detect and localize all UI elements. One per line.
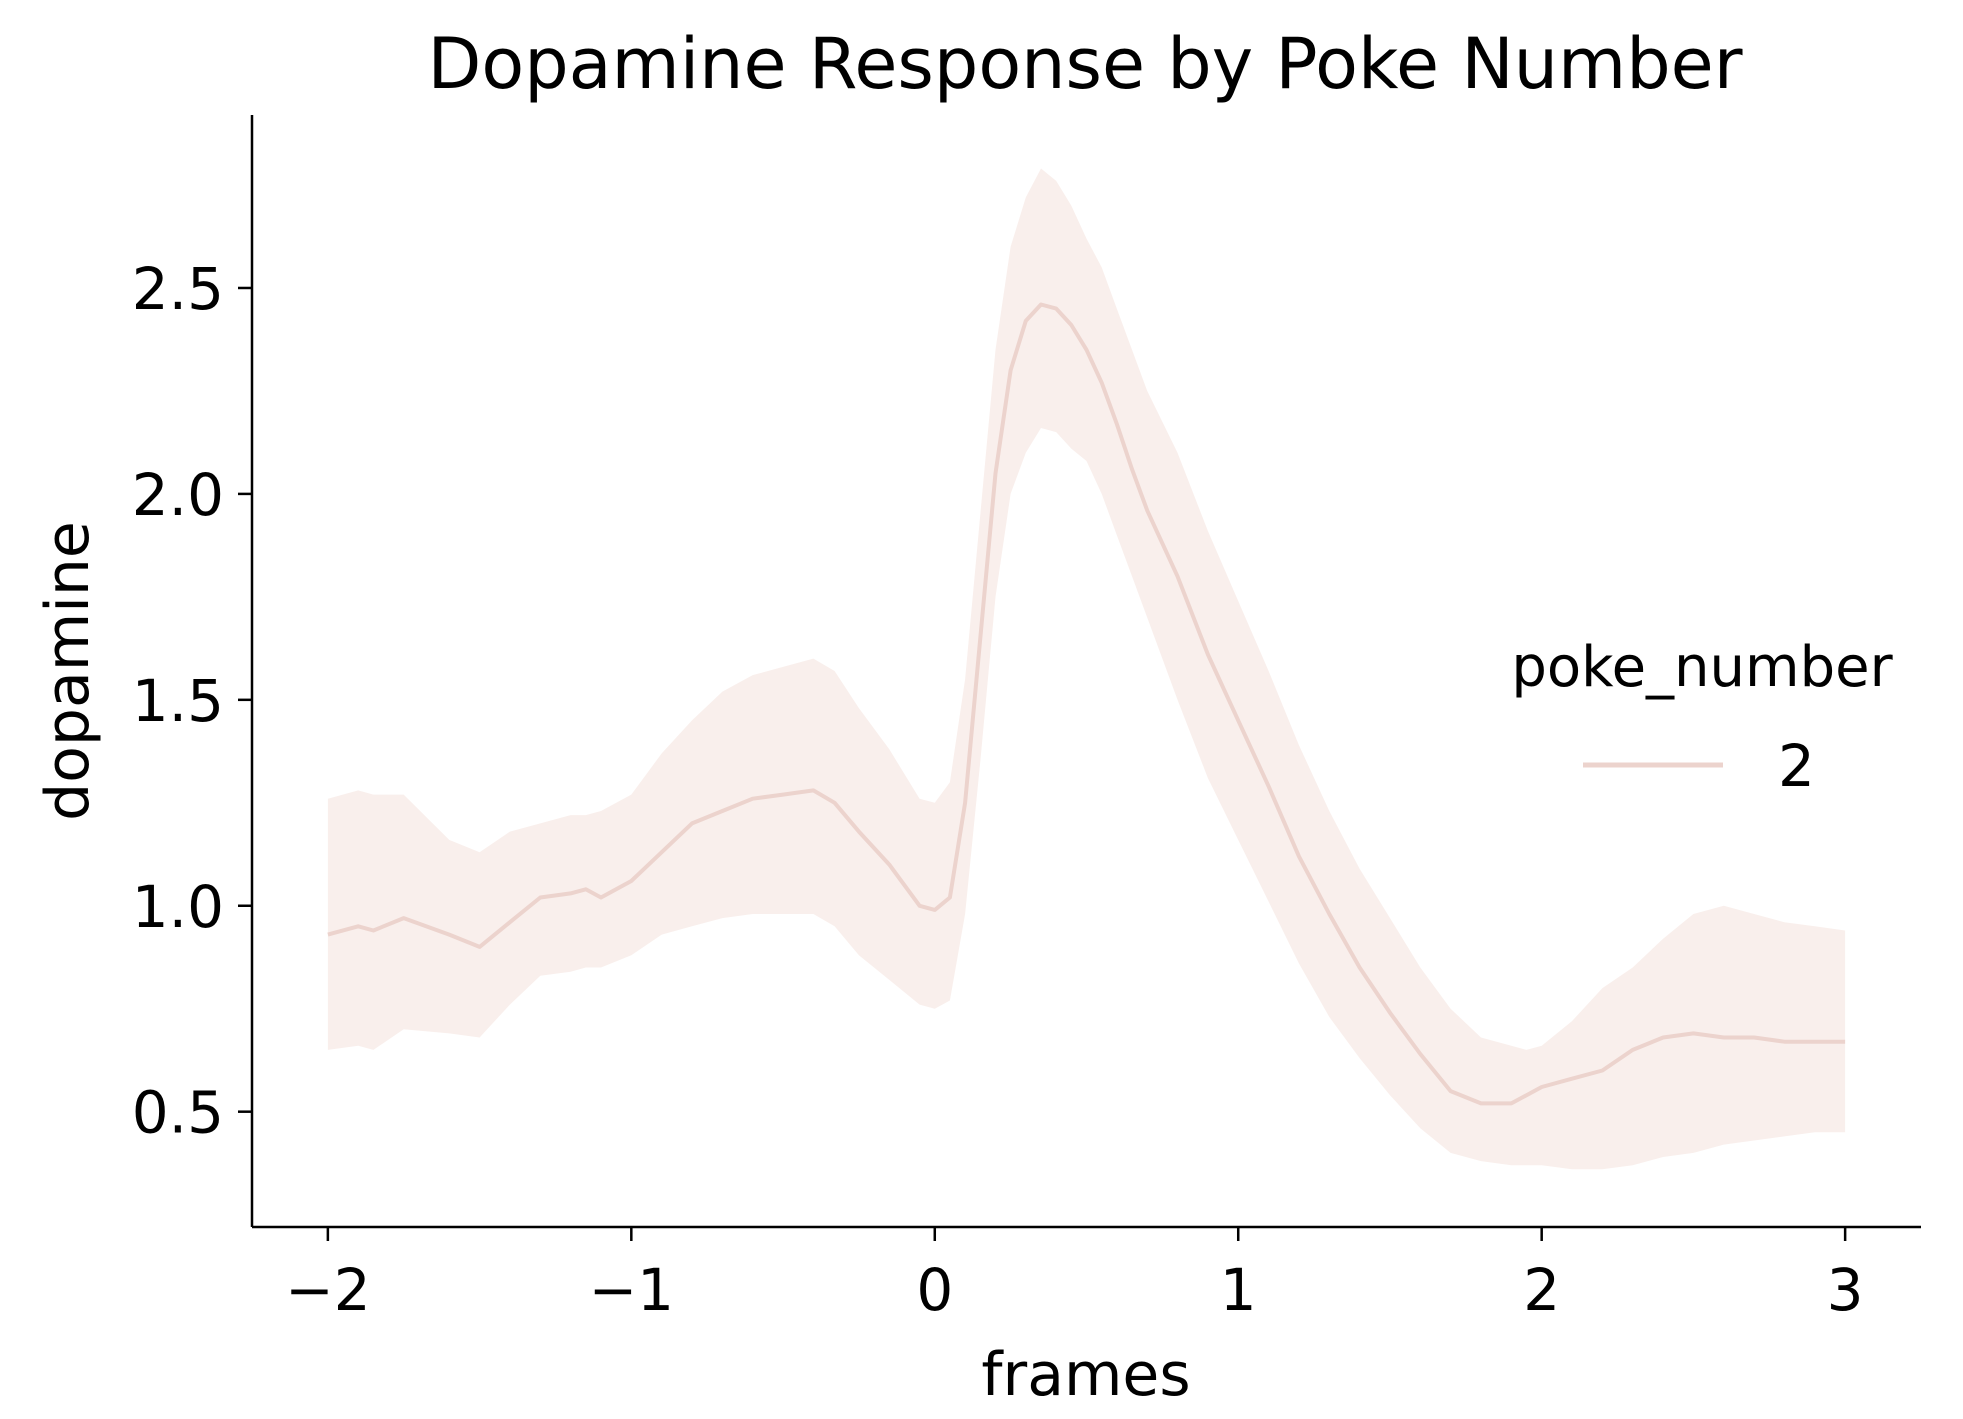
y-tick-label: 2.5 xyxy=(132,255,224,323)
x-tick-label: 2 xyxy=(1523,1256,1560,1324)
y-tick-label: 1.0 xyxy=(132,873,224,941)
series-line xyxy=(327,302,1846,1106)
x-tick-label: 0 xyxy=(916,1256,953,1324)
y-tick-label: 0.5 xyxy=(132,1079,224,1147)
legend-entry-label: 2 xyxy=(1778,732,1815,800)
x-tick-label: 3 xyxy=(1827,1256,1864,1324)
y-tick-label: 2.0 xyxy=(132,461,224,529)
x-tick-label: −1 xyxy=(589,1256,675,1324)
y-axis-label: dopamine xyxy=(33,521,103,821)
legend-title: poke_number xyxy=(1511,635,1893,700)
y-axis-ticks: 0.5 1.0 1.5 2.0 2.5 xyxy=(132,255,252,1147)
x-tick-label: 1 xyxy=(1220,1256,1257,1324)
x-tick-label: −2 xyxy=(285,1256,371,1324)
legend: poke_number 2 xyxy=(1511,635,1893,800)
x-axis-ticks: −2 −1 0 1 2 3 xyxy=(285,1227,1864,1324)
y-tick-label: 1.5 xyxy=(132,667,224,735)
confidence-band xyxy=(327,168,1846,1170)
chart-title: Dopamine Response by Poke Number xyxy=(427,23,1742,105)
plot-area xyxy=(327,168,1846,1170)
x-axis-label: frames xyxy=(981,1340,1190,1410)
